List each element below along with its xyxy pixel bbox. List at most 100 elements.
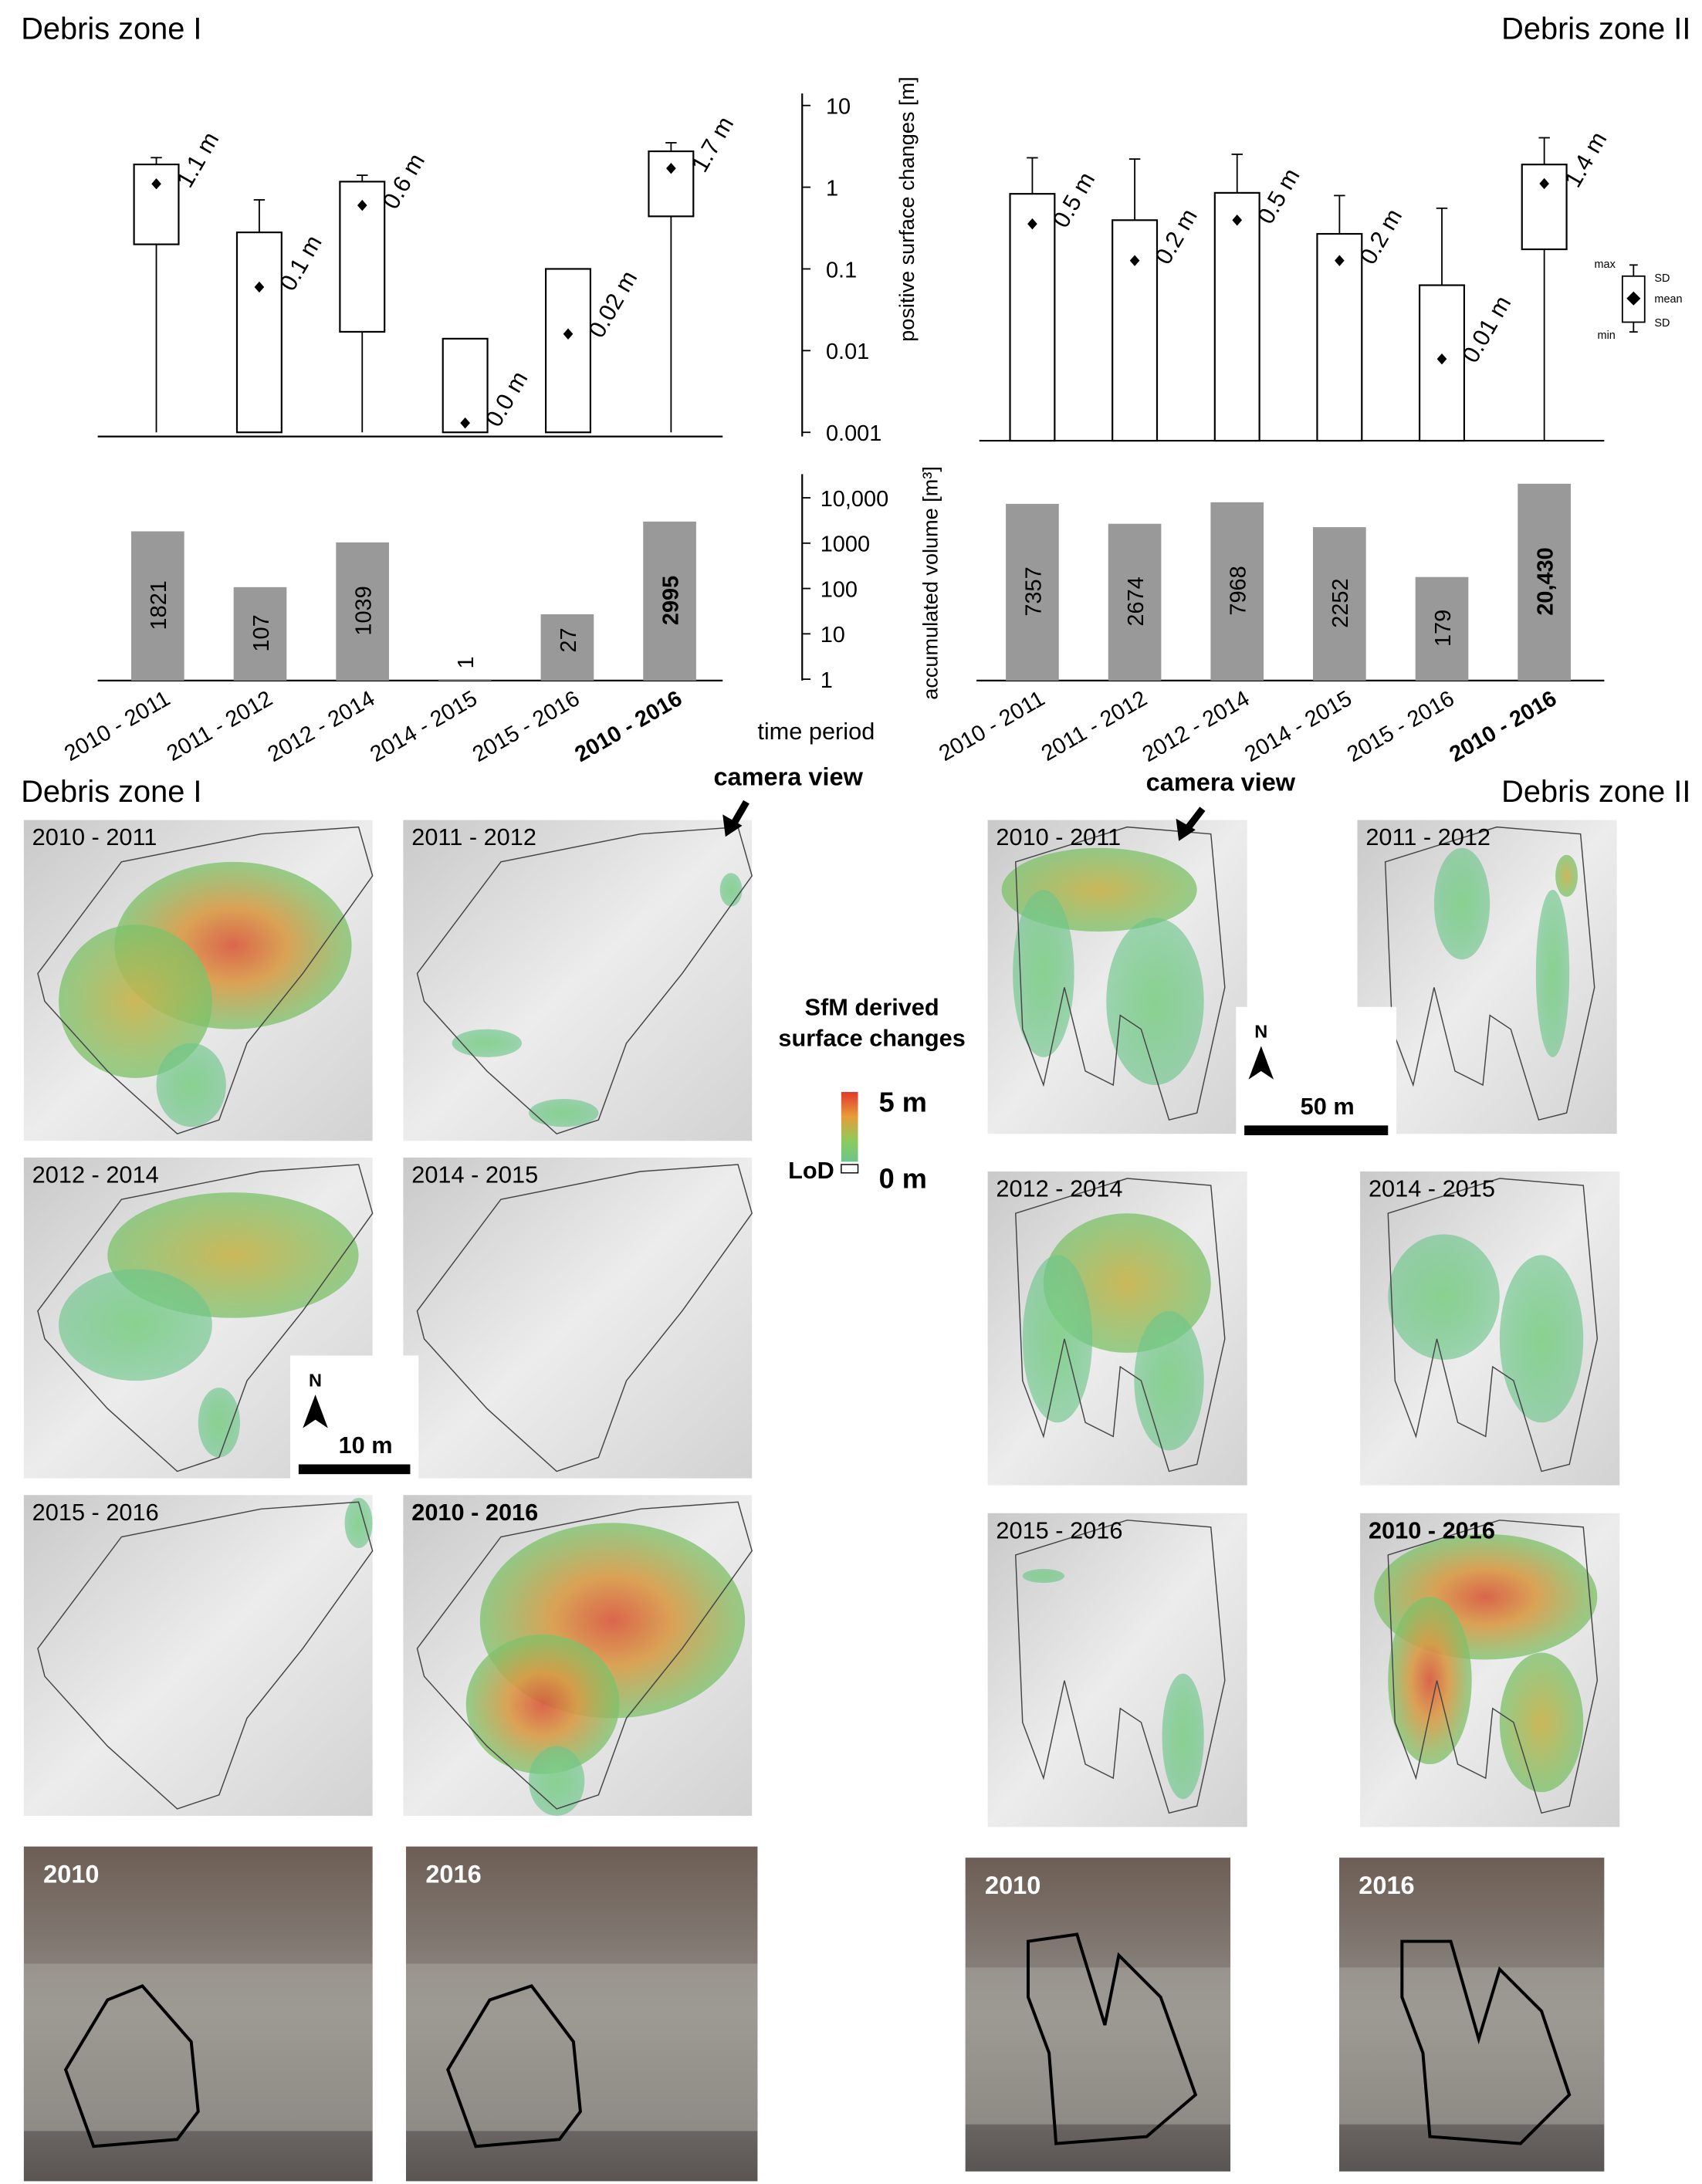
photo-slope [965, 1967, 1231, 2125]
bar [1006, 503, 1059, 681]
bar-value-label: 1039 [351, 586, 376, 635]
box [133, 163, 180, 245]
panel-label: 2012 - 2014 [996, 1175, 1122, 1202]
bar [1210, 502, 1264, 681]
mean-marker [151, 177, 161, 190]
legend-label: mean [1654, 293, 1682, 306]
hillshade [403, 1157, 753, 1479]
north-box [1236, 1006, 1397, 1140]
bar [438, 679, 492, 681]
panel-label: 2010 - 2016 [1369, 1516, 1495, 1543]
photo-slope [1339, 1967, 1605, 2125]
map-panel: 2012 - 2014 [987, 1171, 1247, 1486]
bar-value-label: 2252 [1328, 578, 1353, 627]
camera-arrowhead [1176, 818, 1196, 841]
mean-label: 0.02 m [583, 266, 642, 343]
bar-value-label: 2674 [1124, 576, 1149, 626]
y-tick-label: 1 [826, 176, 838, 201]
colorbar-max: 5 m [879, 1086, 927, 1117]
x-tick-label: 2011 - 2012 [1037, 686, 1152, 766]
legend-label: SD [1654, 317, 1670, 330]
legend-mean [1626, 291, 1641, 306]
bar-value-label: 107 [249, 614, 274, 651]
bar [643, 521, 696, 681]
y-tick-label: 100 [821, 577, 858, 602]
x-tick-label: 2015 - 2016 [469, 686, 584, 767]
x-tick-label: 2010 - 2016 [1446, 686, 1562, 767]
photo-slope [406, 1963, 758, 2132]
camera-label: camera view [1146, 769, 1296, 796]
bar-value-label: 7357 [1021, 566, 1046, 616]
map-panel: 2011 - 2012 [403, 820, 753, 1141]
north-label: N [1254, 1022, 1267, 1042]
zone-outline [1014, 1178, 1226, 1472]
change-area [1022, 1255, 1093, 1423]
map-panel: 2015 - 2016 [23, 1495, 374, 1816]
map-zone-title: Debris zone I [21, 775, 201, 809]
legend-label: SD [1654, 272, 1670, 285]
photo-label: 2016 [425, 1861, 481, 1888]
lod-label: LoD [788, 1157, 834, 1184]
bar-value-label: 20,430 [1533, 547, 1558, 615]
panel-label: 2015 - 2016 [32, 1499, 159, 1526]
photo-label: 2010 [985, 1871, 1040, 1899]
colorbar [841, 1092, 858, 1162]
y-tick-label: 0.1 [826, 258, 857, 282]
camera-label: camera view [713, 762, 863, 790]
box [648, 150, 695, 218]
box [545, 268, 592, 434]
change-area [344, 1497, 373, 1548]
zone-outline [37, 1164, 374, 1472]
bar-value-label: 179 [1431, 610, 1456, 647]
bar [336, 542, 389, 681]
zone-outline [416, 826, 753, 1135]
bar [1518, 483, 1571, 681]
zone-outline [1384, 826, 1595, 1121]
colorbar-title: surface changes [778, 1024, 965, 1051]
camera-arrowhead [722, 814, 743, 837]
change-area [719, 873, 743, 907]
x-tick-label: 2012 - 2014 [264, 686, 380, 767]
mean-marker [1436, 353, 1447, 365]
zone-outline [416, 1501, 753, 1810]
north-arrow [303, 1395, 328, 1428]
zone-outline [1014, 1520, 1226, 1814]
bar [1313, 527, 1366, 681]
mean-marker [357, 199, 367, 211]
map-panel: 2010 - 2016 [403, 1495, 753, 1816]
panel-label: 2015 - 2016 [996, 1516, 1122, 1543]
box [442, 337, 489, 434]
photo-panel: 2016 [1339, 1858, 1605, 2172]
map-zone-title: Debris zone II [1501, 775, 1690, 809]
colorbar-min: 0 m [879, 1163, 927, 1195]
change-area [1388, 1234, 1500, 1360]
scale-bar [1244, 1125, 1389, 1136]
zone-outline [416, 1164, 753, 1472]
photo-panel: 2010 [23, 1846, 373, 2182]
mean-marker [666, 162, 676, 174]
x-tick-label: 2012 - 2014 [1139, 686, 1254, 767]
panel-label: 2010 - 2011 [996, 823, 1121, 850]
y-tick-label: 10 [821, 623, 845, 647]
mean-label: 1.1 m [171, 127, 225, 192]
change-area [1433, 847, 1491, 960]
photo-outline [1027, 1932, 1198, 2145]
change-area [198, 1388, 240, 1458]
y-tick-label: 1 [821, 668, 833, 693]
x-tick-label: 2014 - 2015 [1240, 686, 1356, 767]
north-arrow [1248, 1046, 1274, 1080]
y-tick-label: 10,000 [821, 487, 888, 512]
change-area [529, 1099, 599, 1127]
map-panel: 2014 - 2015 [403, 1157, 753, 1479]
panel-label: 2011 - 2012 [411, 823, 536, 850]
y-tick-label: 1000 [821, 532, 870, 557]
bar-value-label: 2995 [658, 576, 683, 625]
x-tick-label: 2015 - 2016 [1343, 686, 1459, 767]
zone-outline [37, 1501, 374, 1810]
chart-title: Debris zone I [21, 12, 201, 46]
legend-label: max [1595, 259, 1616, 271]
photo-panel: 2010 [965, 1858, 1231, 2172]
photo-outline [1400, 1939, 1572, 2145]
zone-outline [1387, 1520, 1599, 1814]
